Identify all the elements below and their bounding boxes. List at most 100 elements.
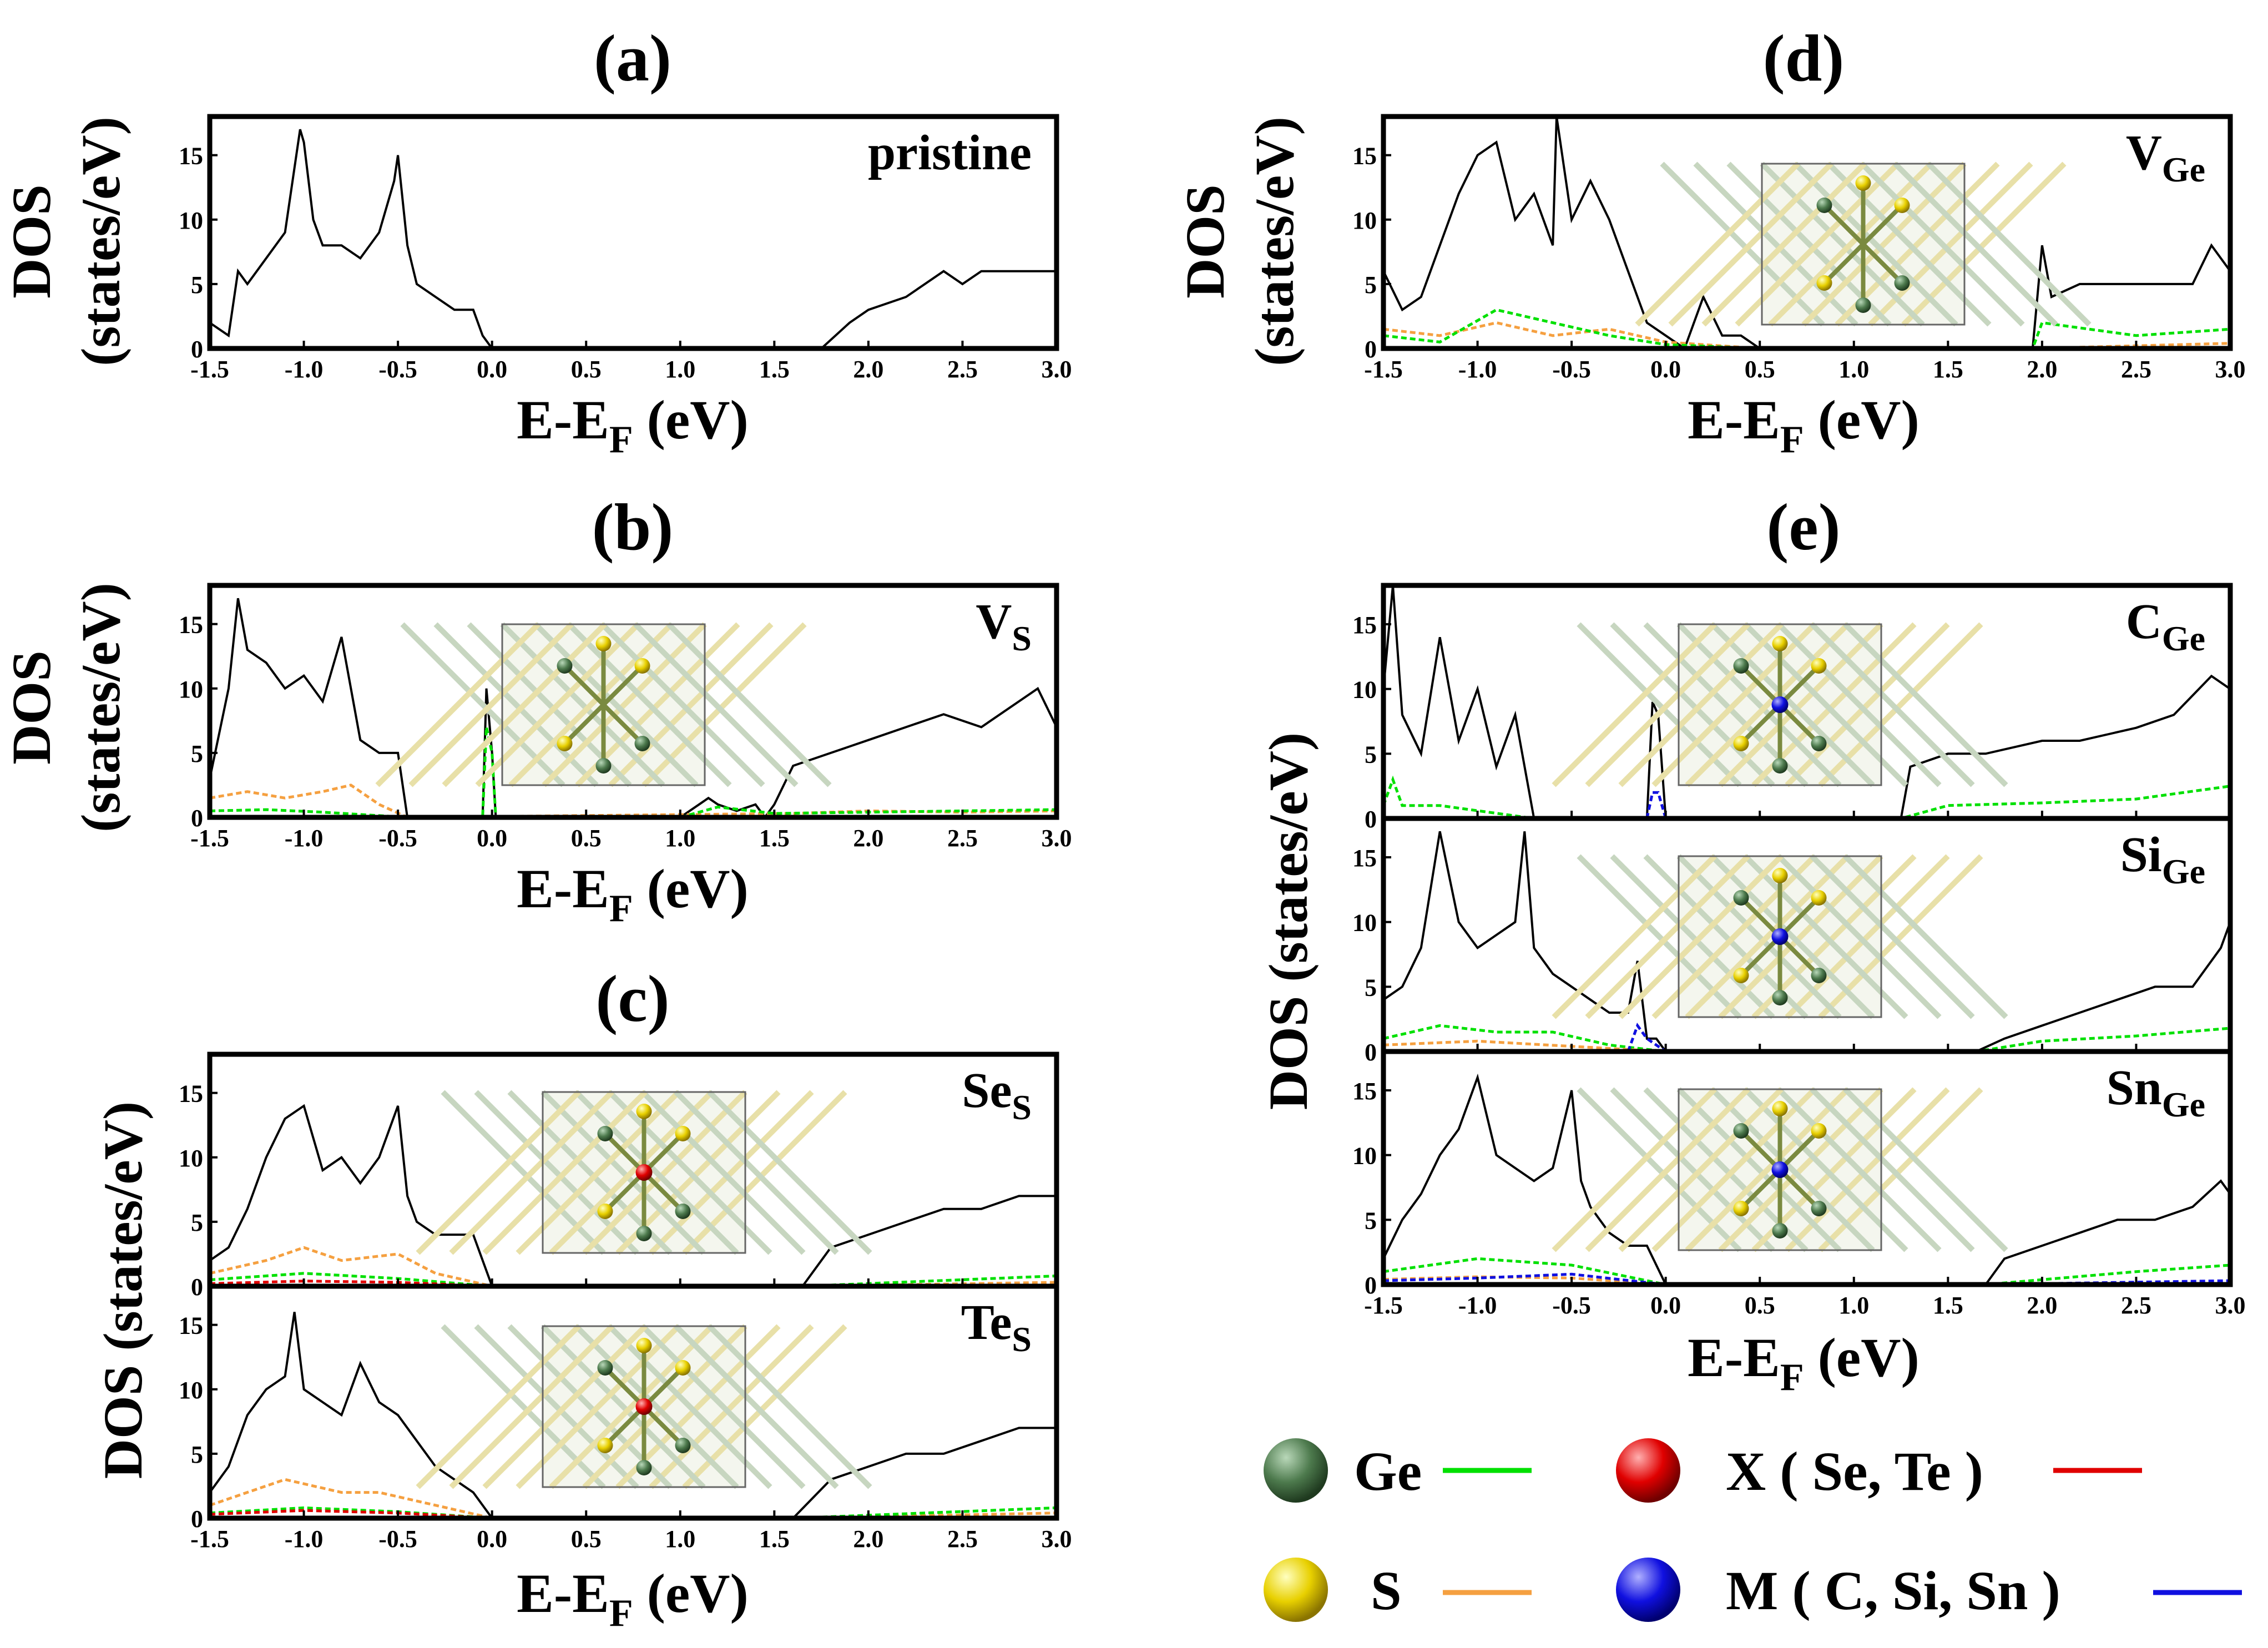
series-ge-e2 — [1383, 1024, 2231, 1053]
xtick-label-d: 2.5 — [2121, 356, 2151, 383]
series-s-e2 — [1383, 1039, 1666, 1053]
xtick-label-c2: 2.0 — [853, 1525, 883, 1553]
structure-inset-e3 — [1552, 1087, 2008, 1252]
ytick-label-e1: 10 — [1352, 676, 1377, 704]
xtick-label-d: 1.5 — [1933, 356, 1963, 383]
ytick-label-d: 0 — [1365, 336, 1377, 363]
xtick-label-e3: 0.5 — [1745, 1292, 1775, 1319]
dos-panel-c1: 0 5 10 15 SeS — [179, 1052, 1059, 1301]
xtick-label-d: 3.0 — [2215, 356, 2246, 383]
xtick-label-a: 1.5 — [759, 356, 790, 383]
dos-panel-e1: 0 5 10 15 CGe — [1352, 583, 2233, 833]
plot-frame-a — [207, 114, 1059, 351]
structure-inset-d — [1635, 161, 2092, 327]
svg-text:DOS: DOS — [1174, 184, 1236, 299]
annotation-c2: TeS — [961, 1295, 1032, 1359]
xtick-label-b: 1.5 — [759, 825, 790, 852]
xlabel-b: E-EF (eV) — [517, 858, 749, 930]
panel-title-e: (e) — [1766, 490, 1840, 564]
structure-inset-b — [375, 622, 832, 787]
legend: Ge S X ( Se, Te ) M ( C, Si, Sn ) — [1264, 1438, 2242, 1622]
legend-item-ge: Ge — [1264, 1438, 1532, 1503]
svg-text:(states/eV): (states/eV) — [1244, 117, 1305, 366]
series-m-e2 — [1627, 1023, 1667, 1053]
m-atom-icon — [1616, 1558, 1680, 1622]
xtick-label-b: 1.0 — [665, 825, 695, 852]
structure-inset-e1 — [1552, 622, 2008, 787]
legend-item-x: X ( Se, Te ) — [1616, 1438, 2142, 1503]
ytick-label-a: 5 — [191, 271, 203, 299]
annotation-a: pristine — [868, 125, 1032, 180]
xtick-label-d: -0.5 — [1552, 356, 1591, 383]
series-total-c2 — [209, 1312, 1057, 1519]
ytick-label-a: 10 — [179, 207, 203, 234]
plot-frame-d — [1381, 114, 2233, 351]
xtick-label-a: -1.5 — [190, 356, 229, 383]
xlabel-e: E-EF (eV) — [1688, 1327, 1920, 1399]
ytick-label-d: 15 — [1352, 143, 1377, 170]
xtick-label-a: 1.0 — [665, 356, 695, 383]
svg-text:(states/eV): (states/eV) — [70, 117, 132, 366]
svg-text:E-EF (eV): E-EF (eV) — [1688, 1327, 1920, 1399]
annotation-e2: SiGe — [2120, 827, 2205, 891]
panel-title-a: (a) — [594, 21, 671, 95]
ylabel-d: DOS (states/eV) — [1174, 117, 1305, 366]
svg-text:DOS: DOS — [1, 184, 62, 299]
panel-title-d: (d) — [1763, 21, 1845, 95]
ytick-label-a: 15 — [179, 143, 203, 170]
plot-frame-b — [207, 583, 1059, 820]
svg-text:DOS: DOS — [1, 650, 62, 765]
ytick-label-c1: 15 — [179, 1080, 203, 1108]
ytick-label-c1: 0 — [191, 1273, 203, 1301]
series-ge-e3 — [1383, 1257, 2231, 1286]
ytick-label-c2: 0 — [191, 1505, 203, 1533]
s-atom-icon — [1264, 1558, 1328, 1622]
ytick-label-e1: 5 — [1365, 741, 1377, 768]
series-s-d — [1383, 321, 2231, 350]
ytick-label-e3: 0 — [1365, 1272, 1377, 1299]
svg-text:E-EF (eV): E-EF (eV) — [517, 389, 749, 461]
ytick-label-a: 0 — [191, 336, 203, 363]
dos-panel-e2: 0 5 10 15 SiGe — [1352, 816, 2233, 1066]
xtick-label-c2: -1.5 — [190, 1525, 229, 1553]
xtick-label-b: 3.0 — [1042, 825, 1072, 852]
xtick-label-e3: -1.0 — [1458, 1292, 1497, 1319]
xlabel-a: E-EF (eV) — [517, 389, 749, 461]
plot-frame-c2 — [207, 1283, 1059, 1521]
series-total-e2 — [1382, 831, 2231, 1053]
xtick-label-b: 2.5 — [947, 825, 978, 852]
plot-frame-e3 — [1381, 1049, 2233, 1287]
ytick-label-b: 0 — [191, 805, 203, 832]
xtick-label-b: -1.0 — [285, 825, 324, 852]
panel-title-c: (c) — [595, 962, 669, 1035]
ytick-label-c1: 5 — [191, 1209, 203, 1236]
ytick-label-b: 15 — [179, 611, 203, 639]
x-atom-icon — [1616, 1438, 1680, 1503]
structure-inset-c1 — [416, 1090, 872, 1255]
xtick-label-d: 0.0 — [1650, 356, 1681, 383]
ytick-label-c2: 5 — [191, 1441, 203, 1468]
structure-inset-c2 — [416, 1324, 872, 1489]
svg-text:E-EF (eV): E-EF (eV) — [517, 858, 749, 930]
xtick-label-e3: 1.0 — [1838, 1292, 1869, 1319]
xtick-label-e3: 0.0 — [1650, 1292, 1681, 1319]
ytick-label-e3: 5 — [1365, 1207, 1377, 1234]
ylabel-c: DOS (states/eV) — [92, 1101, 154, 1479]
xtick-label-d: 0.5 — [1745, 356, 1775, 383]
xtick-label-b: -1.5 — [190, 825, 229, 852]
xtick-label-a: -0.5 — [378, 356, 417, 383]
dos-panel-b: 0 5 10 15 -1.5 -1.0 -0.5 0.0 0.5 1.0 1.5 2.0 2.5 3.0 V… — [179, 583, 1072, 852]
series-x-c2 — [209, 1509, 492, 1520]
xtick-label-e3: 1.5 — [1933, 1292, 1963, 1319]
ytick-label-b: 5 — [191, 740, 203, 767]
ge-atom-icon — [1264, 1438, 1328, 1503]
svg-text:E-EF (eV): E-EF (eV) — [517, 1563, 749, 1635]
dos-panel-e3: 0 5 10 15 -1.5 -1.0 -0.5 0.0 0.5 1.0 1.5 2.0 2.5 3.0 S… — [1352, 1049, 2246, 1319]
xtick-label-d: 1.0 — [1838, 356, 1869, 383]
panel-title-b: (b) — [592, 490, 674, 564]
xtick-label-a: 0.5 — [571, 356, 602, 383]
ytick-label-c2: 15 — [179, 1312, 203, 1339]
ytick-label-c1: 10 — [179, 1145, 203, 1172]
xtick-label-b: 2.0 — [853, 825, 883, 852]
xtick-label-d: -1.0 — [1458, 356, 1497, 383]
